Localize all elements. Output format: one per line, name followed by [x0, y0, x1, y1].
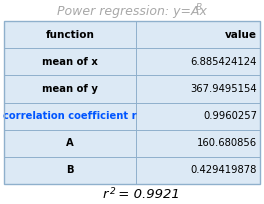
Text: 367.9495154: 367.9495154: [190, 84, 257, 94]
Text: function: function: [45, 30, 94, 40]
Text: A: A: [66, 138, 74, 148]
Text: r: r: [102, 188, 108, 202]
Text: B: B: [196, 2, 202, 11]
Text: 0.9960257: 0.9960257: [203, 111, 257, 121]
Bar: [4, 21, 260, 184]
Text: B: B: [66, 165, 74, 175]
Text: correlation coefficient r: correlation coefficient r: [3, 111, 137, 121]
Text: 6.885424124: 6.885424124: [191, 57, 257, 67]
Text: value: value: [225, 30, 257, 40]
Text: 2: 2: [110, 186, 116, 195]
Bar: [4, 21, 260, 184]
Text: 0.429419878: 0.429419878: [191, 165, 257, 175]
Text: mean of y: mean of y: [42, 84, 98, 94]
Text: Power regression: y=Ax: Power regression: y=Ax: [57, 6, 207, 19]
Text: = 0.9921: = 0.9921: [114, 188, 180, 202]
Text: 160.680856: 160.680856: [197, 138, 257, 148]
Text: mean of x: mean of x: [42, 57, 98, 67]
